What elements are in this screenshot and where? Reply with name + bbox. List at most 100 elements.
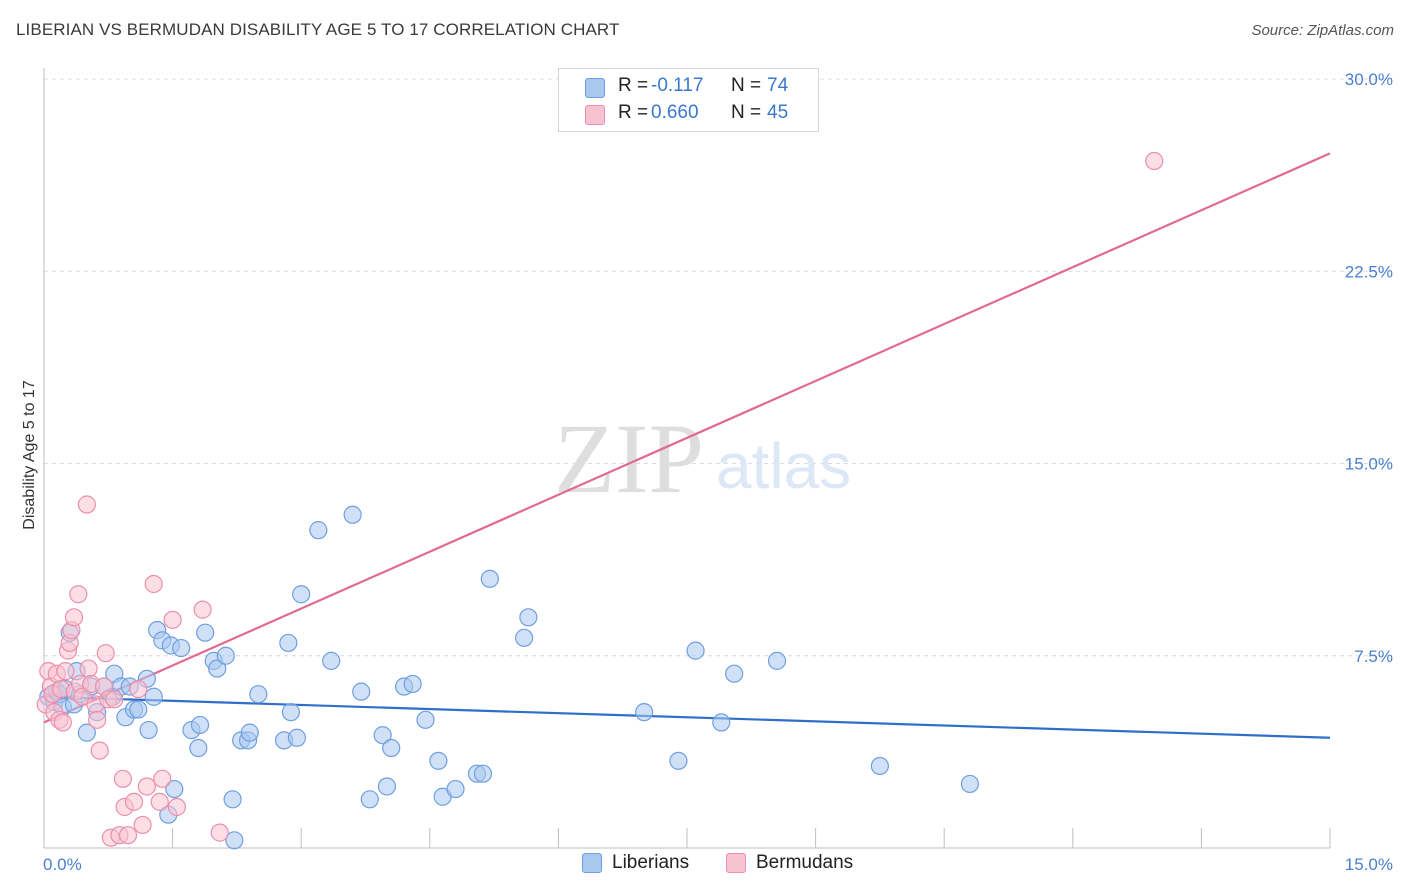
liberians-point: [360, 790, 379, 809]
watermark-atlas: atlas: [716, 430, 851, 502]
liberians-point: [429, 751, 448, 770]
liberians-point: [281, 703, 301, 722]
liberians-point: [480, 569, 499, 588]
bermudans-point: [113, 769, 132, 788]
bermudans-point: [167, 797, 186, 817]
bermudans-point: [69, 585, 88, 604]
bermudans-point: [133, 815, 152, 835]
bermudans-point: [210, 823, 229, 842]
r-label: R =: [618, 75, 649, 96]
bermudans-point: [105, 690, 124, 709]
liberians-point: [208, 659, 227, 678]
liberians-point: [416, 710, 435, 729]
bermudans-point: [90, 741, 109, 760]
liberians-point: [403, 674, 422, 694]
y-tick-label: 30.0%: [1345, 70, 1393, 89]
liberians-swatch: [585, 78, 605, 98]
y-axis-title: Disability Age 5 to 17: [21, 380, 38, 530]
bermudans-legend-swatch: [726, 853, 746, 873]
tick-labels: 7.5% 15.0% 22.5% 30.0% 0.0% 15.0%: [43, 70, 1393, 874]
liberians-point: [196, 623, 215, 642]
liberians-point: [216, 646, 235, 665]
series-bermudans: [36, 151, 1164, 847]
liberians-point: [352, 682, 371, 701]
liberians-point: [343, 505, 362, 524]
y-tick-label: 15.0%: [1345, 455, 1393, 474]
liberians-point: [725, 664, 744, 683]
bermudans-point: [153, 769, 172, 788]
liberians-point: [292, 585, 311, 604]
chart-title: LIBERIAN VS BERMUDAN DISABILITY AGE 5 TO…: [16, 20, 620, 39]
liberians-point: [144, 687, 163, 706]
liberians-legend-label: Liberians: [612, 852, 690, 873]
liberians-point: [287, 728, 307, 747]
liberians-point: [870, 756, 890, 776]
stats-legend: R = -0.117 N = 74 R = 0.660 N = 45: [558, 68, 819, 132]
n-label: N =: [731, 75, 762, 96]
bermudans-point: [137, 777, 156, 796]
trend-lines: [43, 152, 1331, 739]
liberians-point: [165, 779, 184, 799]
liberians-point: [190, 715, 210, 735]
watermark: ZIP atlas: [554, 403, 851, 514]
n-value: 74: [767, 75, 789, 96]
liberians-point: [189, 738, 208, 758]
x-tick-label: 0.0%: [43, 855, 82, 874]
bermudans-point: [163, 610, 182, 629]
watermark-zip: ZIP: [554, 403, 704, 514]
liberians-point: [960, 774, 980, 794]
liberians-point: [377, 777, 397, 796]
liberians-point: [515, 628, 534, 647]
source-label: Source: ZipAtlas.com: [1251, 22, 1394, 39]
series-liberians: [39, 505, 980, 850]
liberians-point: [129, 700, 148, 719]
bermudans-point: [88, 710, 107, 729]
bermudans-point: [56, 662, 75, 681]
r-label: R =: [618, 102, 649, 123]
liberians-point: [223, 790, 242, 809]
x-tick-label: 15.0%: [1345, 855, 1393, 874]
y-tick-label: 7.5%: [1354, 647, 1393, 666]
bermudans-point: [129, 679, 148, 699]
y-tick-label: 22.5%: [1345, 262, 1393, 281]
liberians-point: [767, 651, 787, 670]
bermudans-swatch: [585, 105, 605, 125]
bermudans-legend-label: Bermudans: [756, 852, 854, 873]
axes: [43, 68, 1331, 849]
bermudans-point: [144, 574, 163, 594]
liberians-point: [686, 641, 705, 660]
liberians-point: [382, 738, 401, 758]
liberians-point: [669, 751, 688, 770]
liberians-point: [373, 726, 392, 745]
bermudans-point: [124, 792, 144, 811]
liberians-point: [225, 831, 244, 850]
n-label: N =: [731, 102, 762, 123]
liberians-point: [309, 521, 328, 540]
r-value: -0.117: [651, 75, 704, 96]
liberians-legend-swatch: [582, 853, 602, 873]
bermudans-point: [79, 659, 98, 678]
liberians-point: [635, 703, 654, 722]
bermudans-point: [1145, 151, 1164, 171]
n-value: 45: [767, 102, 789, 123]
bermudans-point: [96, 644, 115, 663]
liberians-point: [139, 720, 158, 740]
data-points: [36, 151, 1164, 850]
liberians-point: [519, 608, 538, 627]
bermudans-point: [64, 608, 84, 627]
liberians-point: [77, 723, 96, 742]
liberians-point: [322, 651, 341, 670]
liberians-trend-line: [43, 695, 1331, 739]
bermudans-point: [118, 826, 138, 845]
liberians-point: [473, 764, 493, 783]
liberians-point: [712, 713, 731, 732]
bermudans-point: [53, 713, 72, 732]
liberians-point: [240, 723, 259, 742]
r-value: 0.660: [651, 102, 699, 123]
liberians-point: [279, 633, 298, 653]
bermudans-point: [193, 600, 212, 619]
bermudans-point: [77, 495, 96, 514]
bermudans-point: [150, 792, 169, 811]
liberians-point: [249, 685, 268, 704]
